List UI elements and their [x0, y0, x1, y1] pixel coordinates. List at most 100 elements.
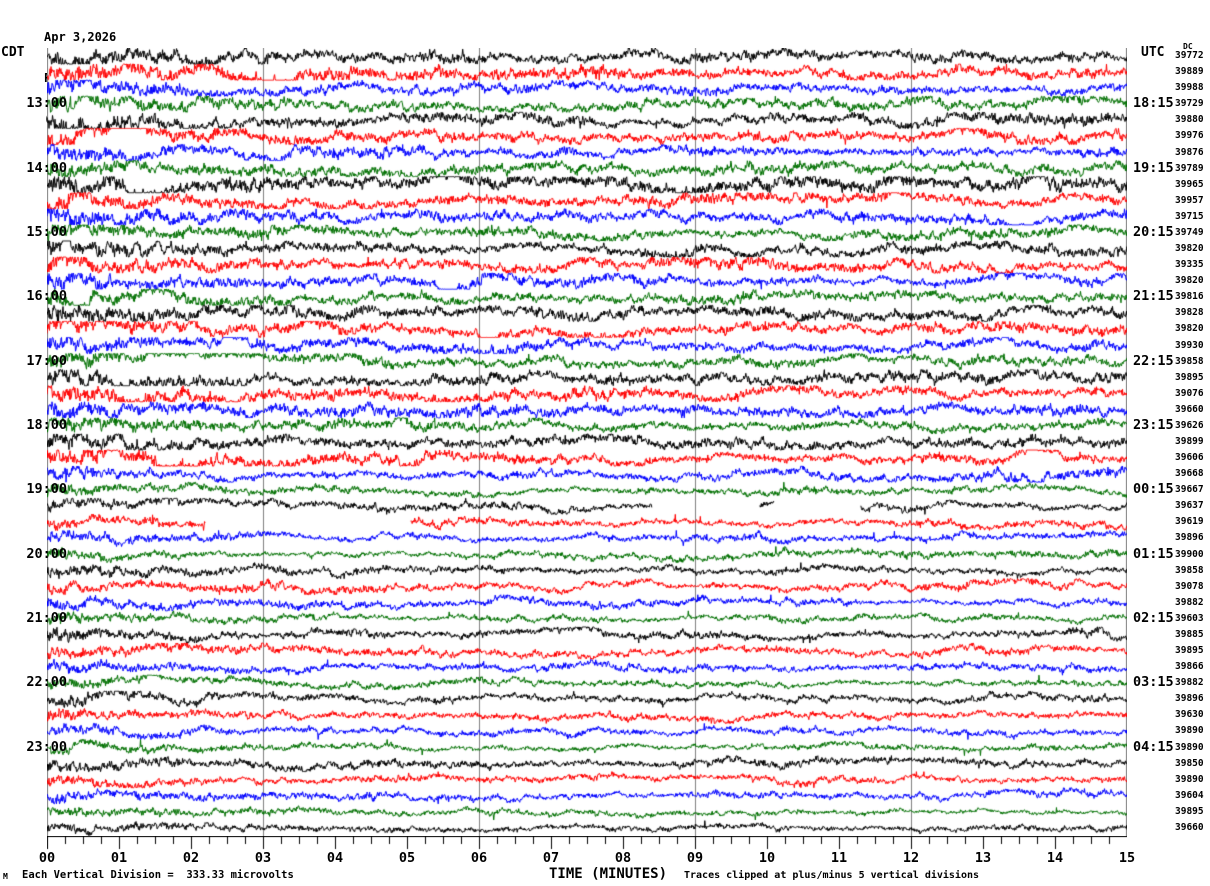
x-tick-label: 13 [974, 850, 992, 866]
x-axis-title: TIME (MINUTES) [549, 866, 668, 882]
x-tick-label: 05 [398, 850, 416, 866]
dc-value: 39335 [1175, 259, 1204, 271]
dc-value: 39895 [1175, 805, 1204, 817]
dc-value: 39900 [1175, 548, 1204, 560]
dc-value: 39882 [1175, 596, 1204, 608]
left-time-label: 21:00 [26, 609, 67, 626]
footer-clip-note: Traces clipped at plus/minus 5 vertical … [684, 870, 980, 881]
right-time-label: 19:15 [1133, 159, 1174, 176]
right-time-label: 18:15 [1133, 95, 1174, 112]
dc-value: 39957 [1175, 194, 1204, 206]
dc-value: 39988 [1175, 82, 1204, 94]
x-axis-ticks [47, 836, 1127, 850]
dc-value: 39896 [1175, 532, 1204, 544]
right-time-label: 22:15 [1133, 352, 1174, 369]
dc-value: 39667 [1175, 484, 1204, 496]
left-time-label: 16:00 [26, 288, 67, 305]
left-time-label: 23:00 [26, 738, 67, 755]
right-time-label: 00:15 [1133, 481, 1174, 498]
x-tick-label: 11 [830, 850, 848, 866]
footer-scale-note: Each Vertical Division = 333.33 microvol… [22, 869, 294, 881]
dc-value: 39630 [1175, 709, 1204, 721]
dc-value: 39619 [1175, 516, 1204, 528]
right-time-label: 23:15 [1133, 416, 1174, 433]
seismogram-plot [47, 48, 1127, 836]
header-date: Apr 3,2026 [44, 30, 117, 45]
dc-value: 39604 [1175, 789, 1204, 801]
x-tick-label: 07 [542, 850, 560, 866]
dc-value: 39895 [1175, 371, 1204, 383]
dc-value: 39885 [1175, 628, 1204, 640]
left-time-label: 17:00 [26, 352, 67, 369]
dc-value: 39820 [1175, 323, 1204, 335]
right-timezone-label: UTC [1141, 45, 1165, 60]
dc-value: 39896 [1175, 693, 1204, 705]
right-time-label: 03:15 [1133, 674, 1174, 691]
dc-value: 39876 [1175, 146, 1204, 158]
x-tick-label: 02 [182, 850, 200, 866]
dc-value: 39078 [1175, 580, 1204, 592]
seismogram-canvas [47, 48, 1127, 836]
left-time-label: 20:00 [26, 545, 67, 562]
dc-value: 39965 [1175, 178, 1204, 190]
left-time-label: 15:00 [26, 223, 67, 240]
x-axis-canvas [47, 836, 1127, 850]
dc-value: 39976 [1175, 130, 1204, 142]
x-tick-label: 12 [902, 850, 920, 866]
dc-value: 39889 [1175, 66, 1204, 78]
left-time-label: 13:00 [26, 95, 67, 112]
dc-value: 39660 [1175, 821, 1204, 833]
right-time-label: 04:15 [1133, 738, 1174, 755]
left-time-label: 18:00 [26, 416, 67, 433]
dc-value: 39789 [1175, 162, 1204, 174]
x-tick-label: 08 [614, 850, 632, 866]
dc-value: 39899 [1175, 436, 1204, 447]
dc-value: 39882 [1175, 677, 1204, 689]
dc-value: 39729 [1175, 98, 1204, 110]
x-tick-label: 04 [326, 850, 344, 866]
left-time-label: 22:00 [26, 674, 67, 691]
right-time-label: 01:15 [1133, 545, 1174, 562]
dc-value: 39858 [1175, 355, 1204, 367]
dc-value: 39076 [1175, 387, 1204, 399]
x-tick-label: 14 [1046, 850, 1064, 866]
dc-value: 39715 [1175, 210, 1204, 222]
left-time-label: 19:00 [26, 481, 67, 498]
dc-value: 39816 [1175, 291, 1204, 303]
right-time-label: 21:15 [1133, 288, 1174, 305]
dc-value: 39603 [1175, 612, 1204, 624]
dc-value: 39858 [1175, 564, 1204, 576]
right-time-label: 20:15 [1133, 223, 1174, 240]
x-tick-label: 15 [1118, 850, 1136, 866]
footer-left-glyph: M [3, 872, 8, 881]
dc-value: 39880 [1175, 114, 1204, 126]
dc-value: 39866 [1175, 661, 1204, 673]
dc-value: 39820 [1175, 275, 1204, 287]
dc-value: 39895 [1175, 645, 1204, 657]
dc-column-heading: DC [1183, 42, 1193, 51]
x-tick-label: 10 [758, 850, 776, 866]
dc-value: 39637 [1175, 500, 1204, 512]
dc-value: 39668 [1175, 468, 1204, 480]
dc-value: 39930 [1175, 339, 1204, 351]
dc-value: 39626 [1175, 419, 1204, 431]
dc-value: 39772 [1175, 50, 1204, 62]
dc-value: 39890 [1175, 725, 1204, 737]
dc-value: 39749 [1175, 226, 1204, 238]
dc-value: 39850 [1175, 757, 1204, 769]
left-timezone-label: CDT [1, 45, 25, 60]
left-time-label: 14:00 [26, 159, 67, 176]
dc-value: 39828 [1175, 307, 1204, 319]
x-tick-label: 00 [38, 850, 56, 866]
right-time-label: 02:15 [1133, 609, 1174, 626]
x-tick-label: 01 [110, 850, 128, 866]
x-tick-label: 03 [254, 850, 272, 866]
dc-value: 39660 [1175, 403, 1204, 415]
dc-value: 39820 [1175, 243, 1204, 255]
dc-value: 39606 [1175, 452, 1204, 464]
x-tick-label: 09 [686, 850, 704, 866]
dc-value: 39890 [1175, 773, 1204, 785]
x-tick-label: 06 [470, 850, 488, 866]
dc-value: 39890 [1175, 741, 1204, 753]
